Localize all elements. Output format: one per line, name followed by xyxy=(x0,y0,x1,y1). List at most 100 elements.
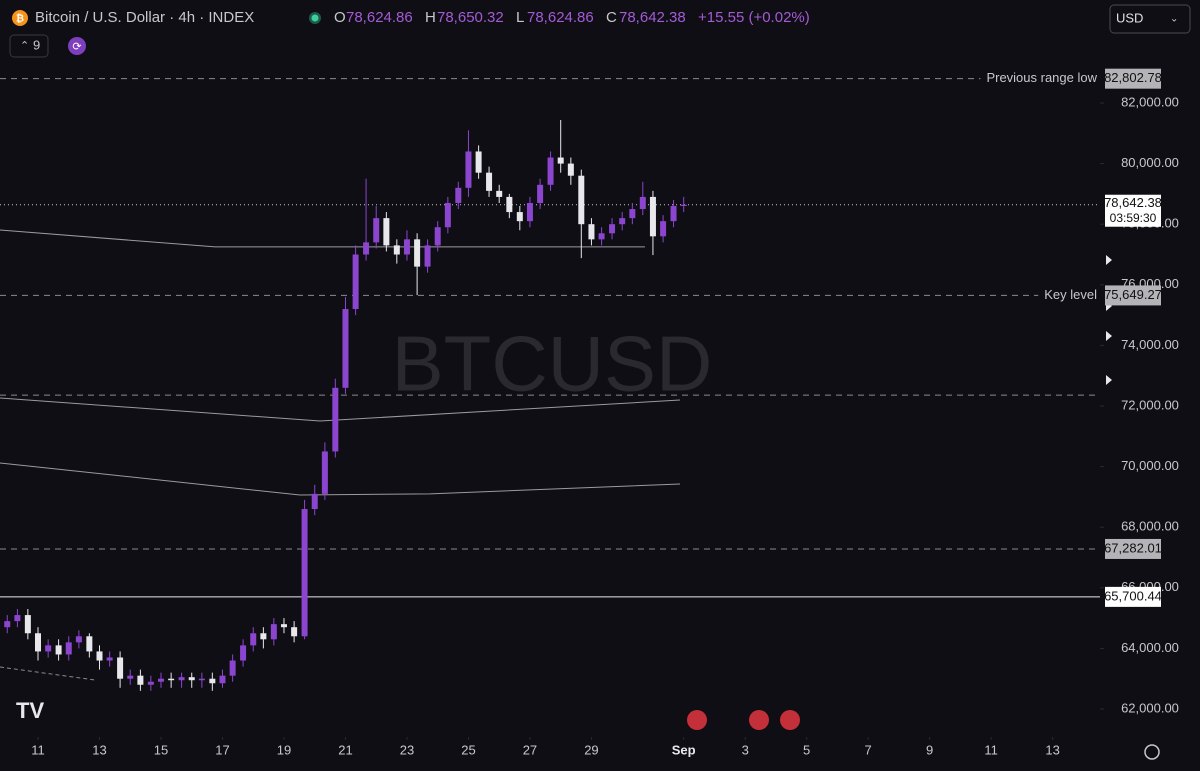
candle-body xyxy=(516,212,523,222)
candle-body xyxy=(260,633,267,640)
level-text: Previous range low xyxy=(986,70,1097,85)
candle-body xyxy=(363,242,370,255)
sync-button[interactable] xyxy=(68,37,86,55)
candle-body xyxy=(609,224,616,234)
candle-body xyxy=(75,636,82,643)
candle-body xyxy=(147,681,154,685)
candle-body xyxy=(301,509,308,637)
candle-body xyxy=(188,677,195,681)
candle-body xyxy=(455,187,462,203)
candle-body xyxy=(403,239,410,255)
level-box xyxy=(1105,586,1161,607)
candle-body xyxy=(526,202,533,222)
price-box xyxy=(1105,194,1161,227)
level-box xyxy=(1105,285,1161,306)
ohlc-h: 78,650.32 xyxy=(437,9,504,26)
x-tick-label: 11 xyxy=(31,742,45,757)
event-flag[interactable] xyxy=(687,710,707,730)
countdown: 03:59:30 xyxy=(1110,211,1157,225)
candle-body xyxy=(311,493,318,510)
y-tick-label: 70,000.00 xyxy=(1121,458,1179,473)
y-tick-label: 64,000.00 xyxy=(1121,640,1179,655)
candle-body xyxy=(55,645,62,655)
currency: USD xyxy=(1116,10,1143,25)
ohlc-c-label: C xyxy=(606,9,617,26)
candle-body xyxy=(629,209,636,219)
level-box xyxy=(1105,538,1161,559)
candle-body xyxy=(578,175,585,225)
candle-body xyxy=(567,163,574,176)
event-flag[interactable] xyxy=(780,710,800,730)
x-tick-label: 13 xyxy=(1045,742,1059,757)
trend-line xyxy=(0,666,96,681)
candle-body xyxy=(670,206,677,222)
moving-average xyxy=(0,397,681,422)
moving-average xyxy=(0,229,645,248)
candle-body xyxy=(465,151,472,188)
candle-body xyxy=(332,387,339,452)
candle-body xyxy=(649,196,656,237)
candle-body xyxy=(86,636,93,652)
ohlc-l-label: L xyxy=(516,9,524,26)
y-tick-label: 68,000.00 xyxy=(1121,519,1179,534)
candle-body xyxy=(270,624,277,640)
x-tick-label: 9 xyxy=(926,742,933,757)
x-tick-label: 11 xyxy=(984,742,998,757)
y-tick-label: 72,000.00 xyxy=(1121,397,1179,412)
level-label: 65,700.44 xyxy=(1104,588,1162,603)
x-tick-label: 21 xyxy=(338,742,352,757)
currency-caret: ⌄ xyxy=(1170,14,1178,25)
level-text: Key level xyxy=(1044,287,1097,302)
y-tick-label: 80,000.00 xyxy=(1121,155,1179,170)
candle-body xyxy=(321,451,328,494)
y-tick-label: 74,000.00 xyxy=(1121,337,1179,352)
candle-body xyxy=(486,172,493,191)
event-flag[interactable] xyxy=(749,710,769,730)
level-label: 82,802.78 xyxy=(1104,70,1162,85)
currency-select[interactable] xyxy=(1109,4,1191,34)
moving-average xyxy=(0,462,681,496)
settings[interactable] xyxy=(1144,744,1160,760)
candle-body xyxy=(96,651,103,661)
level-text-bg xyxy=(980,69,1101,88)
ohlc-h-label: H xyxy=(425,9,436,26)
candle-body xyxy=(547,157,554,185)
candle-body xyxy=(229,660,236,676)
level-text-bg xyxy=(1038,286,1101,305)
candle-body xyxy=(393,245,400,255)
candle-body xyxy=(117,657,124,679)
candle-body xyxy=(444,202,451,228)
candle-body xyxy=(198,678,205,681)
ohlc-o-label: O xyxy=(334,9,346,26)
candle-body xyxy=(414,239,421,267)
candle-body xyxy=(157,678,164,682)
x-tick-label: 23 xyxy=(400,742,414,757)
x-tick-label: 7 xyxy=(865,742,872,757)
event-flags xyxy=(687,710,800,730)
candle-body xyxy=(352,254,359,310)
x-tick-label: 15 xyxy=(154,742,168,757)
candle-body xyxy=(496,190,503,197)
candle-body xyxy=(168,678,175,681)
candle-body xyxy=(588,224,595,240)
candle-body xyxy=(65,642,72,655)
candle-body xyxy=(660,221,667,237)
ohlc-l: 78,624.86 xyxy=(527,9,594,26)
candle-body xyxy=(475,151,482,173)
candle-body xyxy=(373,218,380,243)
candle-body xyxy=(4,621,11,628)
x-tick-label: Sep xyxy=(672,742,696,757)
indicators-toggle[interactable] xyxy=(9,34,49,58)
x-tick-label: 5 xyxy=(803,742,810,757)
y-tick-label: 62,000.00 xyxy=(1121,700,1179,715)
candle-body xyxy=(250,633,257,646)
candle-body xyxy=(280,624,287,628)
candle-body xyxy=(291,627,298,637)
level-label: 75,649.27 xyxy=(1104,287,1162,302)
x-tick-label: 29 xyxy=(584,742,598,757)
logo: TV xyxy=(16,698,44,723)
ohlc-o: 78,624.86 xyxy=(346,9,413,26)
